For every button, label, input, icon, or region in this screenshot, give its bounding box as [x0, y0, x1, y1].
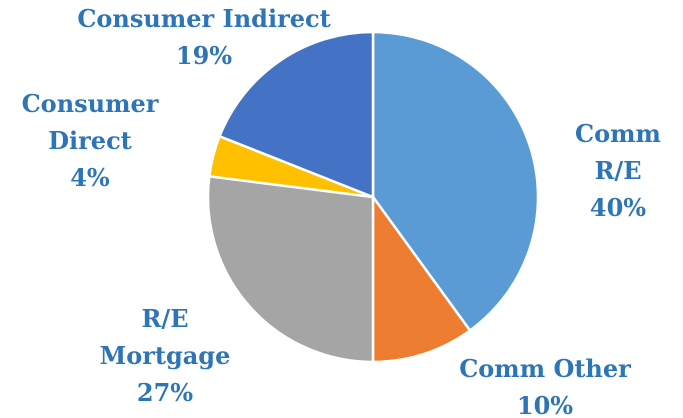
category-label: Consumer Indirect	[77, 4, 331, 33]
slice-label: Comm R/E 40%	[568, 115, 668, 226]
slice-label: Consumer Indirect 19%	[34, 0, 374, 74]
category-label: R/E Mortgage	[99, 304, 231, 370]
category-label: Comm R/E	[575, 119, 661, 185]
pie-slice	[371, 193, 472, 364]
value-label: 4%	[70, 163, 110, 192]
pie-slice	[371, 30, 540, 333]
pie-slice	[217, 30, 375, 199]
slice-label: Consumer Direct 4%	[0, 85, 180, 196]
category-label: Consumer Direct	[21, 89, 159, 155]
value-label: 19%	[175, 41, 233, 70]
pie-slice	[206, 174, 375, 364]
value-label: 10%	[516, 391, 574, 418]
value-label: 27%	[136, 378, 194, 407]
slice-label: R/E Mortgage 27%	[85, 300, 245, 411]
category-label: Comm Other	[459, 354, 631, 383]
slice-label: Comm Other 10%	[425, 350, 665, 418]
value-label: 40%	[589, 193, 647, 222]
